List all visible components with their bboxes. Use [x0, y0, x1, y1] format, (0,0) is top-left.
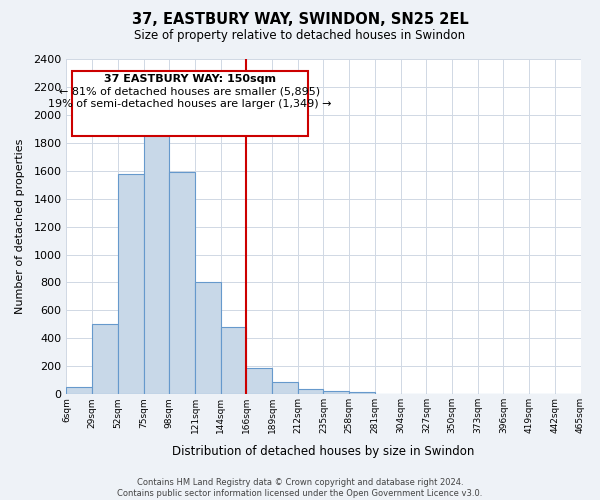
X-axis label: Distribution of detached houses by size in Swindon: Distribution of detached houses by size … [172, 444, 475, 458]
Text: ← 81% of detached houses are smaller (5,895): ← 81% of detached houses are smaller (5,… [59, 86, 320, 97]
Bar [221, 327, 247, 394]
Text: 37 EASTBURY WAY: 150sqm: 37 EASTBURY WAY: 150sqm [104, 74, 276, 84]
Bar [67, 386, 92, 394]
Bar [195, 282, 221, 394]
Text: Size of property relative to detached houses in Swindon: Size of property relative to detached ho… [134, 29, 466, 42]
Text: Contains HM Land Registry data © Crown copyright and database right 2024.
Contai: Contains HM Land Registry data © Crown c… [118, 478, 482, 498]
Bar [118, 174, 143, 394]
Bar [143, 122, 169, 394]
Y-axis label: Number of detached properties: Number of detached properties [15, 139, 25, 314]
Bar [169, 172, 195, 394]
Bar [298, 390, 323, 394]
Bar [349, 392, 375, 394]
FancyBboxPatch shape [71, 70, 308, 136]
Text: 19% of semi-detached houses are larger (1,349) →: 19% of semi-detached houses are larger (… [48, 98, 332, 108]
Bar [247, 368, 272, 394]
Bar [272, 382, 298, 394]
Bar [323, 392, 349, 394]
Bar [92, 324, 118, 394]
Text: 37, EASTBURY WAY, SWINDON, SN25 2EL: 37, EASTBURY WAY, SWINDON, SN25 2EL [131, 12, 469, 28]
